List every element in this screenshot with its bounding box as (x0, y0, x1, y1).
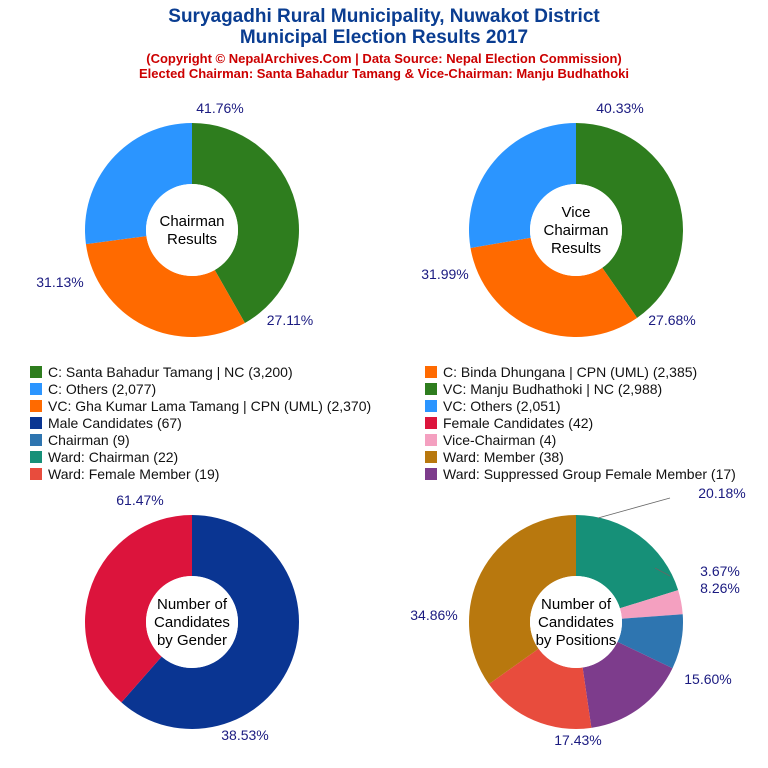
donut-3-hole (146, 576, 238, 668)
donut-1-slice-3 (84, 122, 192, 245)
legend-label: C: Others (2,077) (48, 381, 157, 397)
donut-3-percent-label: 61.47% (116, 492, 163, 508)
legend-swatch (30, 366, 42, 378)
legend-item: C: Others (2,077) (30, 381, 156, 398)
legend-swatch (425, 417, 437, 429)
legend-label: VC: Gha Kumar Lama Tamang | CPN (UML) (2… (48, 398, 372, 414)
donut-1-percent-label: 31.13% (36, 274, 83, 290)
chart-subtitle-copyright: (Copyright © NepalArchives.Com | Data So… (146, 51, 622, 66)
donut-1-percent-label: 27.11% (267, 312, 313, 328)
donut-4-hole (530, 576, 622, 668)
legend-item: Ward: Female Member (19) (30, 466, 219, 483)
donut-1-hole (146, 184, 238, 276)
legend-swatch (425, 468, 437, 480)
donut-2-percent-label: 31.99% (421, 266, 468, 282)
legend-swatch (425, 434, 437, 446)
donut-1-slice-2 (85, 236, 245, 337)
donut-2-slice-2 (470, 237, 638, 337)
legend-item: C: Binda Dhungana | CPN (UML) (2,385) (425, 364, 697, 381)
legend-item: Chairman (9) (30, 432, 130, 449)
donut-4-leader-1 (597, 497, 671, 519)
legend-item: C: Santa Bahadur Tamang | NC (3,200) (30, 364, 293, 381)
donut-2-center-label: Results (551, 240, 601, 257)
legend-swatch (30, 468, 42, 480)
donut-3-center-label: Candidates (154, 614, 230, 631)
donut-4-slice-1 (576, 515, 679, 609)
donut-1-center-label: Results (167, 231, 217, 248)
donut-3-slice-2 (85, 515, 192, 703)
donut-4-center-label: by Positions (536, 632, 617, 649)
legend-label: Male Candidates (67) (48, 415, 182, 431)
donut-4-percent-label: 34.86% (410, 607, 457, 623)
legend-swatch (30, 417, 42, 429)
legend-item: VC: Gha Kumar Lama Tamang | CPN (UML) (2… (30, 398, 371, 415)
legend-swatch (425, 451, 437, 463)
donut-2-center-label: Chairman (543, 222, 608, 239)
donut-2-percent-label: 27.68% (648, 312, 695, 328)
legend-label: VC: Others (2,051) (443, 398, 561, 414)
legend-item: VC: Others (2,051) (425, 398, 561, 415)
donut-4-center-label: Number of (541, 596, 612, 613)
legend-item: VC: Manju Budhathoki | NC (2,988) (425, 381, 662, 398)
donut-1-slice-1 (192, 123, 299, 323)
legend-label: Ward: Chairman (22) (48, 449, 179, 465)
donut-4-percent-label: 15.60% (684, 671, 731, 687)
legend-label: Ward: Female Member (19) (48, 466, 220, 482)
legend-swatch (425, 366, 437, 378)
chart-title-line-2: Municipal Election Results 2017 (239, 27, 529, 48)
donut-4-percent-label: 3.67% (700, 563, 740, 579)
legend-item: Male Candidates (67) (30, 415, 182, 432)
legend-label: Ward: Member (38) (443, 449, 564, 465)
legend-item: Vice-Chairman (4) (425, 432, 556, 449)
donut-2-hole (530, 184, 622, 276)
legend-swatch (30, 451, 42, 463)
donut-3-percent-label: 38.53% (221, 727, 268, 743)
donut-2-slice-3 (469, 123, 576, 248)
donut-4-percent-label: 17.43% (554, 732, 601, 748)
donut-4-slice-3 (617, 614, 683, 669)
legend-item: Ward: Member (38) (425, 449, 564, 466)
donut-4-slice-6 (469, 515, 576, 685)
donut-3-center-label: by Gender (157, 632, 227, 649)
legend-label: C: Binda Dhungana | CPN (UML) (2,385) (443, 364, 698, 380)
legend-label: Vice-Chairman (4) (443, 432, 557, 448)
chart-title-line-1: Suryagadhi Rural Municipality, Nuwakot D… (168, 6, 600, 27)
legend-swatch (30, 400, 42, 412)
legend-label: Ward: Suppressed Group Female Member (17… (443, 466, 736, 482)
legend-swatch (425, 400, 437, 412)
legend-swatch (30, 434, 42, 446)
legend-item: Ward: Chairman (22) (30, 449, 178, 466)
donut-4-center-label: Candidates (538, 614, 614, 631)
legend-swatch (425, 383, 437, 395)
donut-2-percent-label: 40.33% (596, 100, 643, 116)
donut-2-center-label: Vice (562, 204, 591, 221)
donut-3-center-label: Number of (157, 596, 228, 613)
donut-3-slice-1 (121, 515, 300, 729)
chart-header: Suryagadhi Rural Municipality, Nuwakot D… (0, 6, 768, 81)
donut-4-percent-label: 20.18% (698, 485, 745, 501)
donut-2-slice-1 (576, 123, 683, 318)
legend-item: Ward: Suppressed Group Female Member (17… (425, 466, 736, 483)
legend-label: C: Santa Bahadur Tamang | NC (3,200) (48, 364, 293, 380)
donut-4-slice-4 (582, 641, 673, 728)
legend-label: VC: Manju Budhathoki | NC (2,988) (443, 381, 663, 397)
donut-4-leader-2 (654, 567, 671, 577)
donut-1-center-label: Chairman (159, 213, 224, 230)
legend-label: Chairman (9) (48, 432, 130, 448)
donut-4-slice-5 (488, 648, 592, 729)
donut-4-slice-2 (619, 590, 683, 619)
donut-1-percent-label: 41.76% (196, 100, 243, 116)
donut-4-percent-label: 8.26% (700, 580, 740, 596)
legend-swatch (30, 383, 42, 395)
chart-subtitle-elected: Elected Chairman: Santa Bahadur Tamang &… (139, 66, 629, 81)
legend-item: Female Candidates (42) (425, 415, 593, 432)
legend-label: Female Candidates (42) (443, 415, 594, 431)
